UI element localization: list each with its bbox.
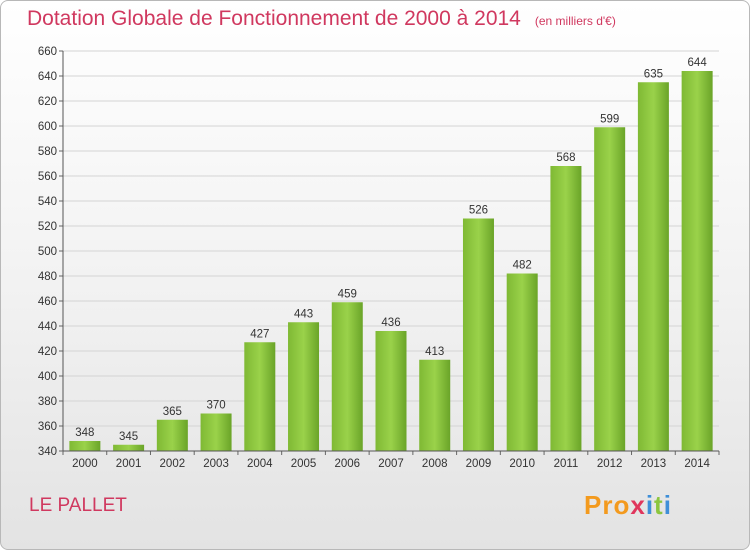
data-label-2006: 459 (338, 288, 357, 300)
bar-2008 (419, 359, 451, 451)
bar-2003 (200, 413, 232, 451)
y-tick-label: 660 (38, 46, 57, 58)
y-tick-label: 580 (38, 146, 57, 158)
data-label-2009: 526 (469, 205, 488, 217)
data-label-2010: 482 (513, 260, 532, 272)
title-row: Dotation Globale de Fonctionnement de 20… (27, 7, 616, 31)
y-axis-ticks: 340 360 380 400 420 440 460 480 500 520 540 560 580 6… (38, 46, 63, 458)
x-tick-label-2014: 2014 (684, 458, 710, 470)
proxiti-logo: Proxiti (584, 490, 672, 520)
y-tick-label: 440 (38, 321, 57, 333)
bar-2009 (462, 218, 494, 451)
y-tick-label: 340 (38, 446, 57, 458)
y-tick-label: 540 (38, 196, 57, 208)
x-tick-label-2004: 2004 (247, 458, 273, 470)
bar-2006 (331, 302, 363, 451)
bar-2011 (550, 166, 582, 451)
data-label-2012: 599 (600, 113, 619, 125)
bar-2013 (637, 82, 669, 451)
bars (69, 71, 713, 451)
data-label-2003: 370 (206, 400, 225, 412)
bar-2012 (594, 127, 626, 451)
axes (62, 51, 719, 452)
bar-2010 (506, 273, 538, 451)
data-label-2005: 443 (294, 308, 313, 320)
data-label-2001: 345 (119, 431, 138, 443)
y-tick-label: 480 (38, 271, 57, 283)
y-tick-label: 520 (38, 221, 57, 233)
y-tick-label: 460 (38, 296, 57, 308)
x-tick-label-2002: 2002 (160, 458, 186, 470)
data-label-2004: 427 (250, 328, 269, 340)
data-label-2013: 635 (644, 68, 663, 80)
x-tick-label-2006: 2006 (334, 458, 360, 470)
x-tick-label-2011: 2011 (554, 458, 579, 470)
bar-2004 (244, 342, 276, 451)
x-tick-label-2005: 2005 (291, 458, 317, 470)
data-label-2000: 348 (75, 427, 94, 439)
chart-title: Dotation Globale de Fonctionnement de 20… (27, 7, 521, 30)
x-tick-label-2000: 2000 (72, 458, 98, 470)
x-tick-label-2012: 2012 (597, 458, 623, 470)
x-tick-label-2003: 2003 (203, 458, 229, 470)
bar-2014 (681, 71, 713, 451)
x-tick-label-2013: 2013 (641, 458, 667, 470)
x-tick-label-2008: 2008 (422, 458, 448, 470)
x-tick-label-2007: 2007 (378, 458, 404, 470)
y-tick-label: 640 (38, 71, 57, 83)
data-label-2007: 436 (381, 317, 400, 329)
data-label-2014: 644 (688, 57, 708, 69)
bar-2005 (288, 322, 320, 451)
bar-2000 (69, 441, 101, 451)
y-tick-label: 400 (38, 371, 57, 383)
y-tick-label: 600 (38, 121, 57, 133)
data-label-2002: 365 (163, 406, 182, 418)
x-tick-label-2009: 2009 (466, 458, 492, 470)
bar-2001 (113, 444, 145, 451)
y-tick-label: 620 (38, 96, 57, 108)
data-label-2008: 413 (425, 346, 444, 358)
y-tick-label: 560 (38, 171, 57, 183)
y-tick-label: 500 (38, 246, 57, 258)
x-axis-ticks: 2000 2001 2002 2003 2004 2005 2006 2007 2008 2009… (62, 451, 720, 470)
data-labels: 348 345 365 370 427 443 459 436 413 526 482 568 599 6… (75, 57, 707, 443)
x-tick-label-2001: 2001 (116, 458, 142, 470)
bar-2002 (156, 419, 188, 451)
bar-2007 (375, 331, 407, 451)
y-tick-label: 420 (38, 346, 57, 358)
unit-note: (en milliers d'€) (534, 14, 616, 28)
x-tick-label-2010: 2010 (509, 458, 535, 470)
y-tick-label: 380 (38, 396, 57, 408)
y-tick-label: 360 (38, 421, 57, 433)
data-label-2011: 568 (556, 152, 575, 164)
commune-name: LE PALLET (29, 495, 127, 516)
